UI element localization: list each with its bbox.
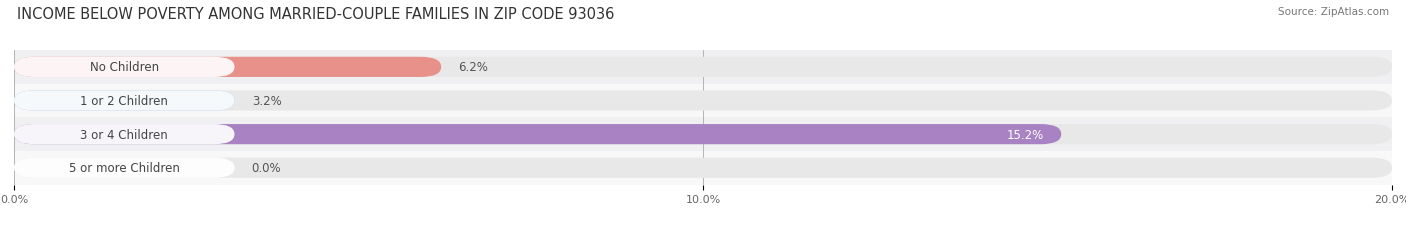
Text: No Children: No Children — [90, 61, 159, 74]
FancyBboxPatch shape — [14, 58, 441, 78]
FancyBboxPatch shape — [14, 58, 1392, 78]
Text: 6.2%: 6.2% — [458, 61, 488, 74]
FancyBboxPatch shape — [14, 125, 235, 145]
Text: 5 or more Children: 5 or more Children — [69, 161, 180, 175]
Bar — [14, 118, 1392, 151]
Text: Source: ZipAtlas.com: Source: ZipAtlas.com — [1278, 7, 1389, 17]
FancyBboxPatch shape — [14, 91, 1392, 111]
FancyBboxPatch shape — [14, 58, 235, 78]
Text: 1 or 2 Children: 1 or 2 Children — [80, 94, 169, 108]
Text: 3.2%: 3.2% — [252, 94, 281, 108]
FancyBboxPatch shape — [14, 125, 1392, 145]
Text: INCOME BELOW POVERTY AMONG MARRIED-COUPLE FAMILIES IN ZIP CODE 93036: INCOME BELOW POVERTY AMONG MARRIED-COUPL… — [17, 7, 614, 22]
FancyBboxPatch shape — [14, 158, 1392, 178]
FancyBboxPatch shape — [14, 91, 235, 111]
FancyBboxPatch shape — [14, 91, 235, 111]
Text: 0.0%: 0.0% — [252, 161, 281, 175]
Bar — [14, 51, 1392, 84]
FancyBboxPatch shape — [14, 158, 235, 178]
Text: 15.2%: 15.2% — [1007, 128, 1045, 141]
Text: 3 or 4 Children: 3 or 4 Children — [80, 128, 169, 141]
Bar — [14, 151, 1392, 185]
FancyBboxPatch shape — [14, 125, 1062, 145]
Bar — [14, 84, 1392, 118]
